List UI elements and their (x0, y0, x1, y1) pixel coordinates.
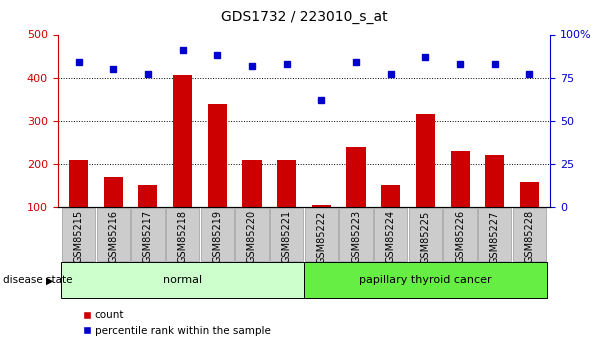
Bar (69, 159, 88, 207)
FancyBboxPatch shape (513, 208, 546, 261)
Text: GDS1732 / 223010_s_at: GDS1732 / 223010_s_at (221, 10, 387, 24)
Text: GSM85219: GSM85219 (212, 210, 223, 263)
Text: GSM85221: GSM85221 (282, 210, 292, 264)
Bar (381, 185, 400, 207)
Text: GSM85223: GSM85223 (351, 210, 361, 264)
Bar (243, 159, 261, 207)
Legend: count, percentile rank within the sample: count, percentile rank within the sample (78, 306, 275, 340)
FancyBboxPatch shape (374, 208, 407, 261)
Text: GSM85215: GSM85215 (74, 210, 83, 264)
FancyBboxPatch shape (443, 208, 477, 261)
Bar (347, 148, 365, 207)
FancyBboxPatch shape (409, 208, 442, 261)
FancyBboxPatch shape (305, 208, 338, 261)
Text: GSM85228: GSM85228 (525, 210, 534, 264)
FancyBboxPatch shape (235, 208, 269, 261)
Bar (312, 205, 331, 207)
FancyBboxPatch shape (166, 208, 199, 261)
Text: GSM85226: GSM85226 (455, 210, 465, 264)
Text: GSM85220: GSM85220 (247, 210, 257, 264)
Bar (208, 104, 227, 207)
Bar (520, 182, 539, 207)
Text: normal: normal (163, 275, 202, 285)
Text: GSM85227: GSM85227 (490, 210, 500, 264)
Text: GSM85224: GSM85224 (385, 210, 396, 264)
FancyBboxPatch shape (131, 208, 165, 261)
Text: GSM85218: GSM85218 (178, 210, 188, 263)
Text: GSM85216: GSM85216 (108, 210, 118, 263)
Text: papillary thyroid cancer: papillary thyroid cancer (359, 275, 492, 285)
FancyBboxPatch shape (201, 208, 234, 261)
Text: disease state: disease state (3, 275, 72, 285)
Text: GSM85217: GSM85217 (143, 210, 153, 264)
Bar (173, 76, 192, 207)
Bar (277, 159, 296, 207)
FancyBboxPatch shape (62, 208, 95, 261)
Bar (416, 114, 435, 207)
Text: ▶: ▶ (46, 275, 54, 285)
FancyBboxPatch shape (478, 208, 511, 261)
Bar (451, 151, 469, 207)
Bar (139, 185, 157, 207)
Text: GSM85225: GSM85225 (420, 210, 430, 264)
FancyBboxPatch shape (339, 208, 373, 261)
FancyBboxPatch shape (97, 208, 130, 261)
FancyBboxPatch shape (270, 208, 303, 261)
FancyBboxPatch shape (61, 263, 304, 298)
Bar (104, 177, 123, 207)
FancyBboxPatch shape (304, 263, 547, 298)
Text: GSM85222: GSM85222 (316, 210, 326, 264)
Bar (485, 155, 504, 207)
